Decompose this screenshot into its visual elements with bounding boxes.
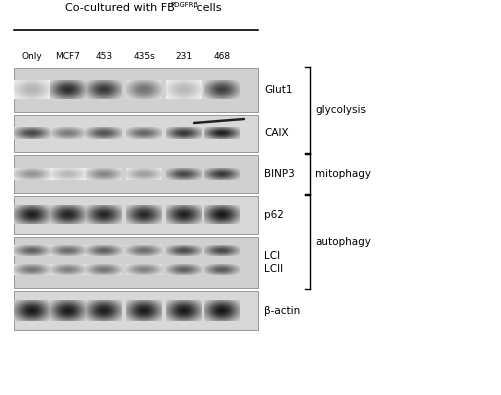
- Text: LCI
LCII: LCI LCII: [264, 251, 283, 274]
- Bar: [14, 155, 258, 193]
- Text: p62: p62: [264, 210, 283, 220]
- Bar: [14, 196, 258, 234]
- Text: 468: 468: [213, 52, 230, 61]
- Text: PDGFRβ: PDGFRβ: [170, 2, 197, 8]
- Text: Glut1: Glut1: [264, 85, 292, 95]
- Bar: [14, 115, 258, 152]
- Text: β-actin: β-actin: [264, 305, 300, 316]
- Bar: [14, 291, 258, 330]
- Bar: [14, 68, 258, 112]
- Text: autophagy: autophagy: [314, 237, 370, 247]
- Text: 435s: 435s: [133, 52, 155, 61]
- Text: cells: cells: [192, 3, 221, 13]
- Text: CAIX: CAIX: [264, 128, 288, 139]
- Text: Co-cultured with FB: Co-cultured with FB: [65, 3, 174, 13]
- Text: 453: 453: [95, 52, 112, 61]
- Text: MCF7: MCF7: [56, 52, 80, 61]
- Text: BINP3: BINP3: [264, 169, 294, 179]
- Text: glycolysis: glycolysis: [314, 105, 365, 115]
- Bar: [14, 237, 258, 288]
- Text: 231: 231: [175, 52, 192, 61]
- Text: Only: Only: [22, 52, 42, 61]
- Text: mitophagy: mitophagy: [314, 169, 370, 179]
